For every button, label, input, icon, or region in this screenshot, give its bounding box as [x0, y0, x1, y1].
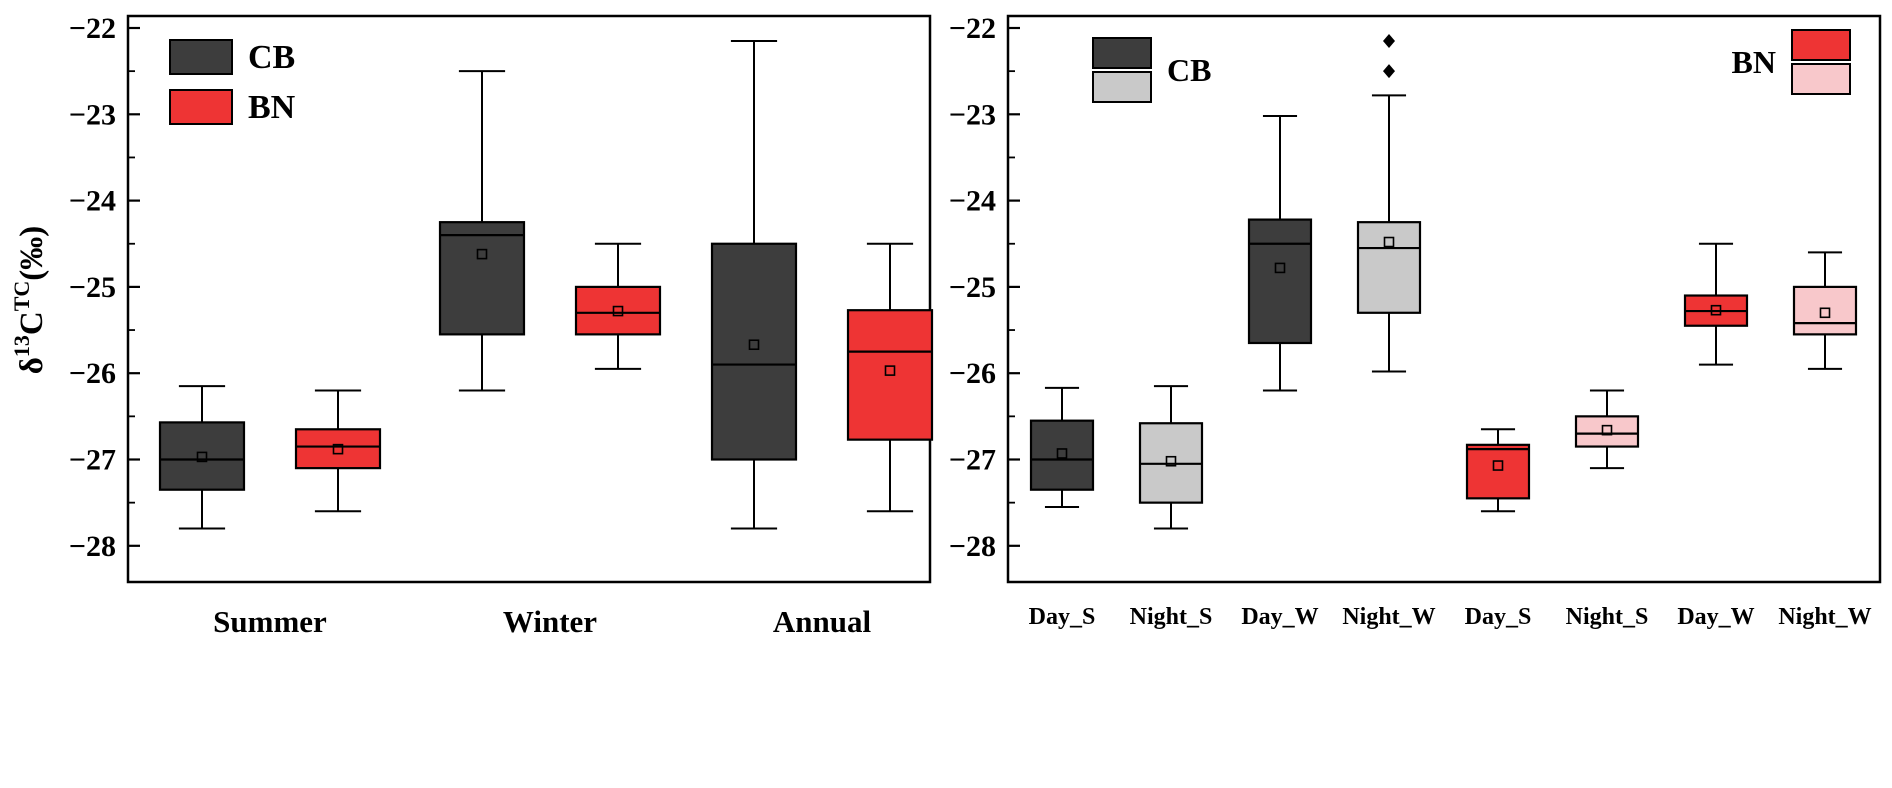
category-label: Night_S — [1130, 604, 1213, 630]
y-tick-label: −28 — [69, 530, 116, 563]
iqr-box — [1356, 221, 1422, 314]
iqr-box — [1574, 415, 1640, 448]
right-boxplot-panel: −22 −23 −24 −25 −26 −27 −28 Day_S Night_S Day_W Ni… — [949, 12, 1882, 630]
iqr-box — [1029, 419, 1095, 491]
y-tick-label: −26 — [949, 357, 996, 390]
mean-marker — [1710, 304, 1722, 316]
iqr-box — [294, 428, 382, 470]
mean-marker — [612, 305, 624, 317]
box-Day_W-CB_day — [1247, 115, 1313, 392]
iqr-box — [574, 285, 662, 336]
category-label: Night_S — [1566, 604, 1649, 630]
y-tick-label: −23 — [949, 98, 996, 131]
box-Day_S-BN_day — [1465, 428, 1531, 513]
iqr-box — [710, 242, 798, 461]
category-label: Summer — [213, 604, 327, 639]
category-label: Night_W — [1342, 604, 1435, 630]
legend-label: BN — [248, 89, 296, 126]
outlier-diamond — [1383, 33, 1395, 48]
mean-marker — [476, 248, 488, 260]
y-tick-label: −22 — [69, 12, 116, 45]
box-Winter-CB — [438, 70, 526, 392]
y-tick-label: −24 — [949, 185, 996, 218]
mean-marker — [332, 443, 344, 455]
left-boxplot-panel: −22 −23 −24 −25 −26 −27 −28 Summer Winter Annual C… — [9, 12, 934, 639]
legend-swatch-BN — [169, 89, 233, 125]
y-tick-label: −22 — [949, 12, 996, 45]
box-Day_W-BN_day — [1683, 242, 1749, 366]
y-tick-label: −23 — [69, 98, 116, 131]
legend-swatch-BN-1 — [1791, 63, 1851, 95]
mean-marker — [196, 451, 208, 463]
mean-marker — [1274, 262, 1286, 274]
outlier-diamond — [1383, 64, 1395, 79]
category-label: Winter — [503, 604, 597, 639]
legend-label: BN — [1732, 44, 1776, 80]
box-Summer-BN — [294, 389, 382, 513]
legend-swatch-CB — [169, 39, 233, 75]
iqr-box — [438, 221, 526, 336]
category-label: Annual — [773, 604, 872, 639]
plot-frame — [126, 14, 932, 584]
mean-marker — [1383, 236, 1395, 248]
y-tick-label: −25 — [949, 271, 996, 304]
legend-swatch-CB-1 — [1092, 71, 1152, 103]
plot-frame — [1006, 14, 1882, 584]
y-tick-label: −25 — [69, 271, 116, 304]
legend-label: CB — [1167, 52, 1211, 88]
category-label: Night_W — [1778, 604, 1871, 630]
box-Annual-BN — [846, 242, 934, 513]
box-Night_S-CB_night — [1138, 385, 1204, 530]
box-Day_S-CB_day — [1029, 386, 1095, 508]
y-tick-label: −24 — [69, 185, 116, 218]
iqr-box — [1792, 285, 1858, 336]
mean-marker — [1819, 307, 1831, 319]
y-tick-label: −26 — [69, 357, 116, 390]
category-label: Day_W — [1677, 604, 1754, 630]
legend-label: CB — [248, 39, 295, 76]
category-label: Day_W — [1241, 604, 1318, 630]
mean-marker — [1601, 424, 1613, 436]
legend-swatch-BN-0 — [1791, 29, 1851, 61]
mean-marker — [748, 339, 760, 351]
iqr-box — [1465, 443, 1531, 500]
category-label: Day_S — [1029, 604, 1096, 630]
box-Winter-BN — [574, 242, 662, 370]
y-tick-label: −28 — [949, 530, 996, 563]
mean-marker — [1056, 448, 1068, 459]
box-Night_W-CB_night — [1356, 33, 1422, 373]
box-Night_W-BN_night — [1792, 251, 1858, 370]
iqr-box — [158, 421, 246, 491]
box-Summer-CB — [158, 385, 246, 530]
box-Annual-CB — [710, 39, 798, 530]
y-tick-label: −27 — [69, 444, 116, 477]
mean-marker — [1492, 460, 1504, 471]
box-Night_S-BN_night — [1574, 389, 1640, 470]
legend-swatch-CB-0 — [1092, 37, 1152, 69]
iqr-box — [1247, 218, 1313, 345]
y-axis-label: δ13CTC(‰) — [9, 226, 50, 375]
mean-marker — [1165, 455, 1177, 467]
category-label: Day_S — [1465, 604, 1532, 630]
mean-marker — [884, 365, 896, 376]
y-tick-label: −27 — [949, 444, 996, 477]
